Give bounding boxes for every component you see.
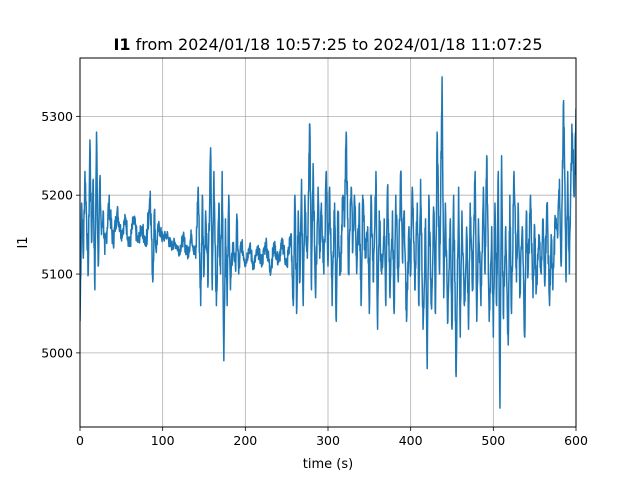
chart-title: I1 from 2024/01/18 10:57:25 to 2024/01/1… — [113, 35, 542, 54]
series-layer — [80, 76, 576, 409]
x-tick-label: 200 — [233, 433, 257, 448]
grid-lines — [79, 58, 577, 427]
x-tick-label: 400 — [399, 433, 423, 448]
x-tick-label: 600 — [564, 433, 588, 448]
x-tick-label: 0 — [76, 433, 84, 448]
x-tick-label: 500 — [481, 433, 505, 448]
x-tick-label: 100 — [151, 433, 175, 448]
x-tick-label: 300 — [316, 433, 340, 448]
y-tick-label: 5100 — [41, 267, 73, 282]
y-tick-label: 5200 — [41, 188, 73, 203]
y-tick-label: 5300 — [41, 109, 73, 124]
axis-ticks: 0 100 200 300 400 500 600 5000 5100 5200 5300 — [41, 109, 588, 448]
chart-title-bold: I1 — [113, 35, 130, 54]
y-axis-label: I1 — [16, 236, 31, 248]
y-tick-label: 5000 — [41, 345, 73, 360]
x-axis-label: time (s) — [303, 457, 353, 472]
chart-title-rest: from 2024/01/18 10:57:25 to 2024/01/18 1… — [131, 35, 543, 54]
series-line-0 — [80, 76, 576, 409]
